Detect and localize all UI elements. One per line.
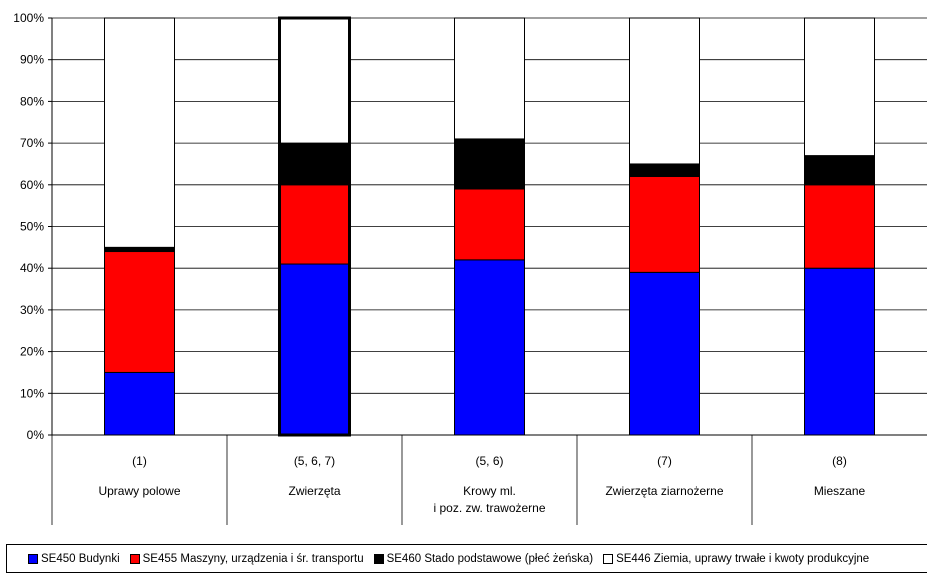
legend-label: SE455 Maszyny, urządzenia i śr. transpor… [142,553,364,565]
category-code: (5, 6) [475,454,503,468]
bar-segment [629,271,700,436]
legend-item: SE455 Maszyny, urządzenia i śr. transpor… [129,553,364,565]
y-tick-label: 70% [20,136,44,150]
category-name: Krowy ml. [463,484,516,498]
legend-item: SE460 Stado podstawowe (płeć żeńska) [373,553,594,565]
category-code: (8) [832,454,847,468]
bar-segment [454,138,525,190]
bar-segment [104,251,175,373]
category-name: Mieszane [814,484,866,498]
legend-swatch [603,554,614,564]
bar-segment [104,371,175,436]
bar-segment [804,17,875,157]
category-name: Zwierzęta [288,484,340,498]
bar-segment [629,17,700,165]
y-tick-label: 100% [13,11,44,25]
legend-swatch [129,554,140,564]
bar-segment [279,142,350,186]
y-tick-label: 30% [20,303,44,317]
bar-segment [454,259,525,436]
bar-segment [279,17,350,144]
legend-item: SE450 Budynki [28,553,120,565]
bar-segment [279,184,350,265]
bar-segment [629,163,700,177]
bar-segment [104,246,175,253]
legend-swatch [373,554,384,564]
legend-label: SE446 Ziemia, uprawy trwałe i kwoty prod… [616,553,870,565]
y-tick-label: 40% [20,261,44,275]
bar-segment [804,184,875,269]
y-tick-label: 90% [20,53,44,67]
bar-segment [454,17,525,140]
chart-svg: 0% 10% 20% 30% 40% 50% 60% 70% 80% 90% 100% (1) Upra… [13,11,927,525]
legend-label: SE450 Budynki [41,553,120,565]
category-name: Zwierzęta ziarnożerne [605,484,723,498]
category-code: (7) [657,454,672,468]
bar-segment [804,267,875,436]
y-tick-label: 20% [20,345,44,359]
bar-segment [804,155,875,186]
legend: SE450 Budynki SE455 Maszyny, urządzenia i… [28,550,927,568]
y-tick-label: 10% [20,386,44,400]
y-tick-label: 60% [20,178,44,192]
category-code: (1) [132,454,147,468]
bar-highlight-outline [278,16,351,437]
category-name: Uprawy polowe [98,484,180,498]
legend-border [6,544,927,573]
legend-swatch [28,554,38,564]
legend-item: SE446 Ziemia, uprawy trwałe i kwoty prod… [603,553,869,565]
bar-segment [104,17,175,248]
y-tick-label: 80% [20,94,44,108]
bar-segment [279,263,350,436]
legend-label: SE460 Stado podstawowe (płeć żeńska) [386,553,594,565]
bar-segment [454,188,525,261]
y-tick-label: 0% [27,428,45,442]
bar-segment [629,175,700,273]
category-code: (5, 6, 7) [294,454,335,468]
category-name: i poz. zw. trawożerne [433,501,545,515]
y-tick-label: 50% [20,220,44,234]
